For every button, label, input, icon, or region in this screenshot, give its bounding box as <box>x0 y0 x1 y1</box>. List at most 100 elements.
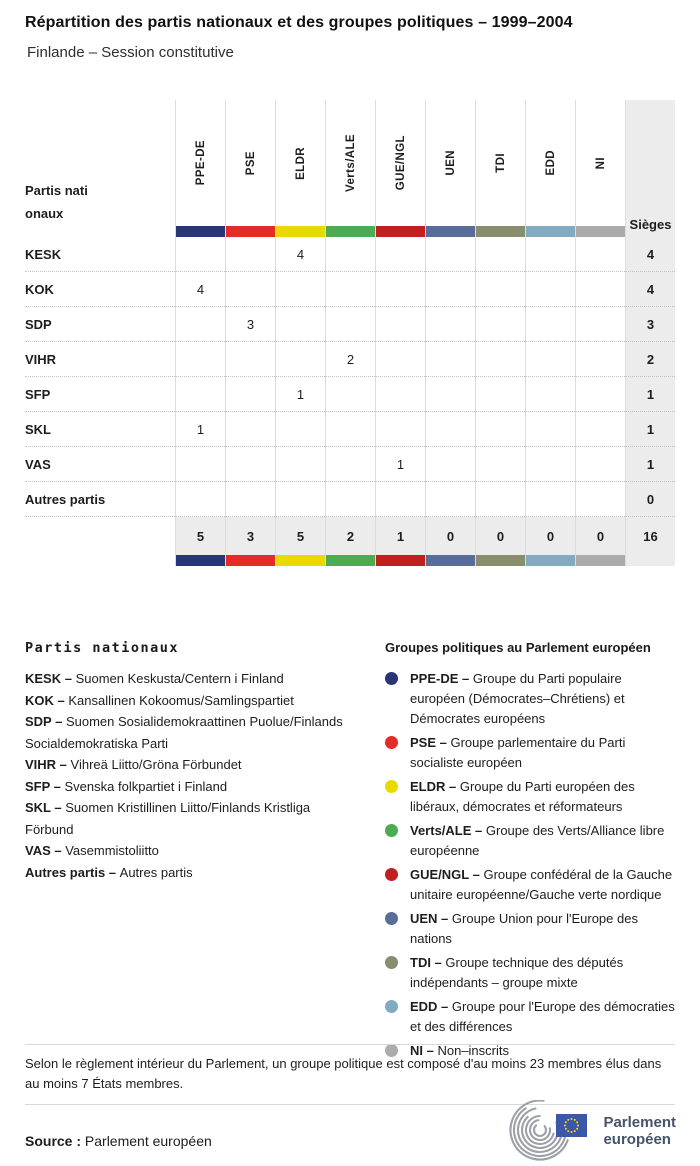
group-color-dot <box>385 1044 398 1057</box>
seat-cell <box>475 377 525 412</box>
seat-cell <box>425 482 475 517</box>
seat-cell <box>525 307 575 342</box>
group-legend-name: Groupe des Verts/Alliance libre européen… <box>410 823 665 858</box>
party-legend-item: VIHR – Vihreä Liitto/Gröna Förbundet <box>25 754 357 776</box>
seat-cell <box>575 447 625 482</box>
column-total-cell: 0 <box>525 517 575 555</box>
group-legend-text: TDI – Groupe technique des députés indép… <box>410 953 675 993</box>
seat-cell <box>575 412 625 447</box>
party-legend-code: Autres partis – <box>25 864 120 880</box>
seat-cell <box>475 482 525 517</box>
seat-cell <box>575 377 625 412</box>
seat-total-cell: 2 <box>625 342 675 377</box>
party-legend-name: Suomen Sosialidemokraattinen Puolue/Finl… <box>25 714 343 751</box>
seat-cell <box>375 482 425 517</box>
group-color-bar <box>176 226 225 237</box>
column-total-cell: 1 <box>375 517 425 555</box>
group-header-label: PSE <box>244 150 257 176</box>
seat-cell: 1 <box>375 447 425 482</box>
page-subtitle: Finlande – Session constitutive <box>27 44 234 61</box>
table-corner-label: Partis nationaux <box>25 100 175 237</box>
seat-cell <box>175 377 225 412</box>
group-color-bar <box>326 226 375 237</box>
seat-cell <box>575 237 625 272</box>
seat-cell <box>575 307 625 342</box>
column-total-cell: 3 <box>225 517 275 555</box>
column-total-cell: 5 <box>275 517 325 555</box>
group-color-bar <box>526 226 575 237</box>
seat-cell <box>575 272 625 307</box>
table-corner-text: Partis nationaux <box>25 183 88 221</box>
seat-cell: 1 <box>175 412 225 447</box>
page-title: Répartition des partis nationaux et des … <box>25 14 573 31</box>
seat-cell <box>425 342 475 377</box>
party-legend-item: SFP – Svenska folkpartiet i Finland <box>25 776 357 798</box>
seat-total-cell: 3 <box>625 307 675 342</box>
totals-row-spacer <box>25 517 175 555</box>
seats-column-foot <box>625 555 675 566</box>
group-column-header-ELDR: ELDR <box>275 100 325 237</box>
eu-flag <box>556 1114 588 1137</box>
seat-cell <box>475 342 525 377</box>
seat-cell <box>275 412 325 447</box>
seat-cell <box>225 482 275 517</box>
group-legend-text: ELDR – Groupe du Parti européen des libé… <box>410 777 675 817</box>
seat-cell <box>275 272 325 307</box>
seat-cell <box>425 272 475 307</box>
party-legend-code: VIHR – <box>25 757 71 772</box>
group-header-label: ELDR <box>294 146 307 180</box>
group-header-labelwrap: ELDR <box>276 100 325 226</box>
seat-cell <box>325 377 375 412</box>
seat-cell <box>375 342 425 377</box>
group-column-header-TDI: TDI <box>475 100 525 237</box>
group-column-header-EDD: EDD <box>525 100 575 237</box>
group-color-dot <box>385 868 398 881</box>
seat-cell <box>525 412 575 447</box>
seat-cell <box>425 447 475 482</box>
group-legend-name: Groupe du Parti populaire européen (Démo… <box>410 671 625 726</box>
ep-hemicycle-icon <box>509 1100 588 1161</box>
party-legend-code: SKL – <box>25 800 66 815</box>
seat-cell <box>225 342 275 377</box>
group-header-labelwrap: Verts/ALE <box>326 100 375 226</box>
seat-cell <box>525 482 575 517</box>
group-column-header-NI: NI <box>575 100 625 237</box>
group-column-header-GUE/NGL: GUE/NGL <box>375 100 425 237</box>
bottom-color-bar <box>575 555 625 566</box>
column-total-cell: 2 <box>325 517 375 555</box>
bottom-color-bar <box>175 555 225 566</box>
legend-parties-list: KESK – Suomen Keskusta/Centern i Finland… <box>25 668 357 883</box>
party-legend-item: SDP – Suomen Sosialidemokraattinen Puolu… <box>25 711 357 754</box>
group-color-bar <box>226 226 275 237</box>
seat-cell <box>275 482 325 517</box>
group-legend-code: EDD – <box>410 999 452 1014</box>
group-header-label: TDI <box>494 153 507 173</box>
group-column-header-PPE-DE: PPE-DE <box>175 100 225 237</box>
legend-political-groups: Groupes politiques au Parlement européen… <box>385 640 675 1065</box>
seats-column-header: Sièges <box>625 100 675 237</box>
group-header-labelwrap: PSE <box>226 100 275 226</box>
group-legend-item: UEN – Groupe Union pour l'Europe des nat… <box>385 909 675 949</box>
seat-cell: 3 <box>225 307 275 342</box>
header: Répartition des partis nationaux et des … <box>25 14 675 61</box>
seat-cell <box>475 412 525 447</box>
source-label: Source : <box>25 1133 82 1149</box>
seat-cell <box>525 237 575 272</box>
seat-cell <box>425 307 475 342</box>
seat-cell <box>525 342 575 377</box>
seat-cell <box>425 377 475 412</box>
group-legend-code: Verts/ALE – <box>410 823 486 838</box>
seat-cell <box>375 237 425 272</box>
bottom-color-bar <box>475 555 525 566</box>
seat-cell <box>425 237 475 272</box>
party-legend-item: VAS – Vasemmistoliitto <box>25 840 357 862</box>
seat-cell <box>375 412 425 447</box>
group-legend-item: PPE-DE – Groupe du Parti populaire europ… <box>385 669 675 729</box>
source-value: Parlement européen <box>84 1133 212 1149</box>
group-legend-name: Groupe Union pour l'Europe des nations <box>410 911 638 946</box>
group-header-label: EDD <box>544 150 557 176</box>
group-legend-code: GUE/NGL – <box>410 867 484 882</box>
row-label-VAS: VAS <box>25 447 175 482</box>
party-legend-name: Vihreä Liitto/Gröna Förbundet <box>70 757 242 772</box>
